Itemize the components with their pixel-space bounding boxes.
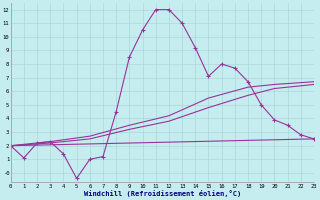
X-axis label: Windchill (Refroidissement éolien,°C): Windchill (Refroidissement éolien,°C) — [84, 190, 241, 197]
